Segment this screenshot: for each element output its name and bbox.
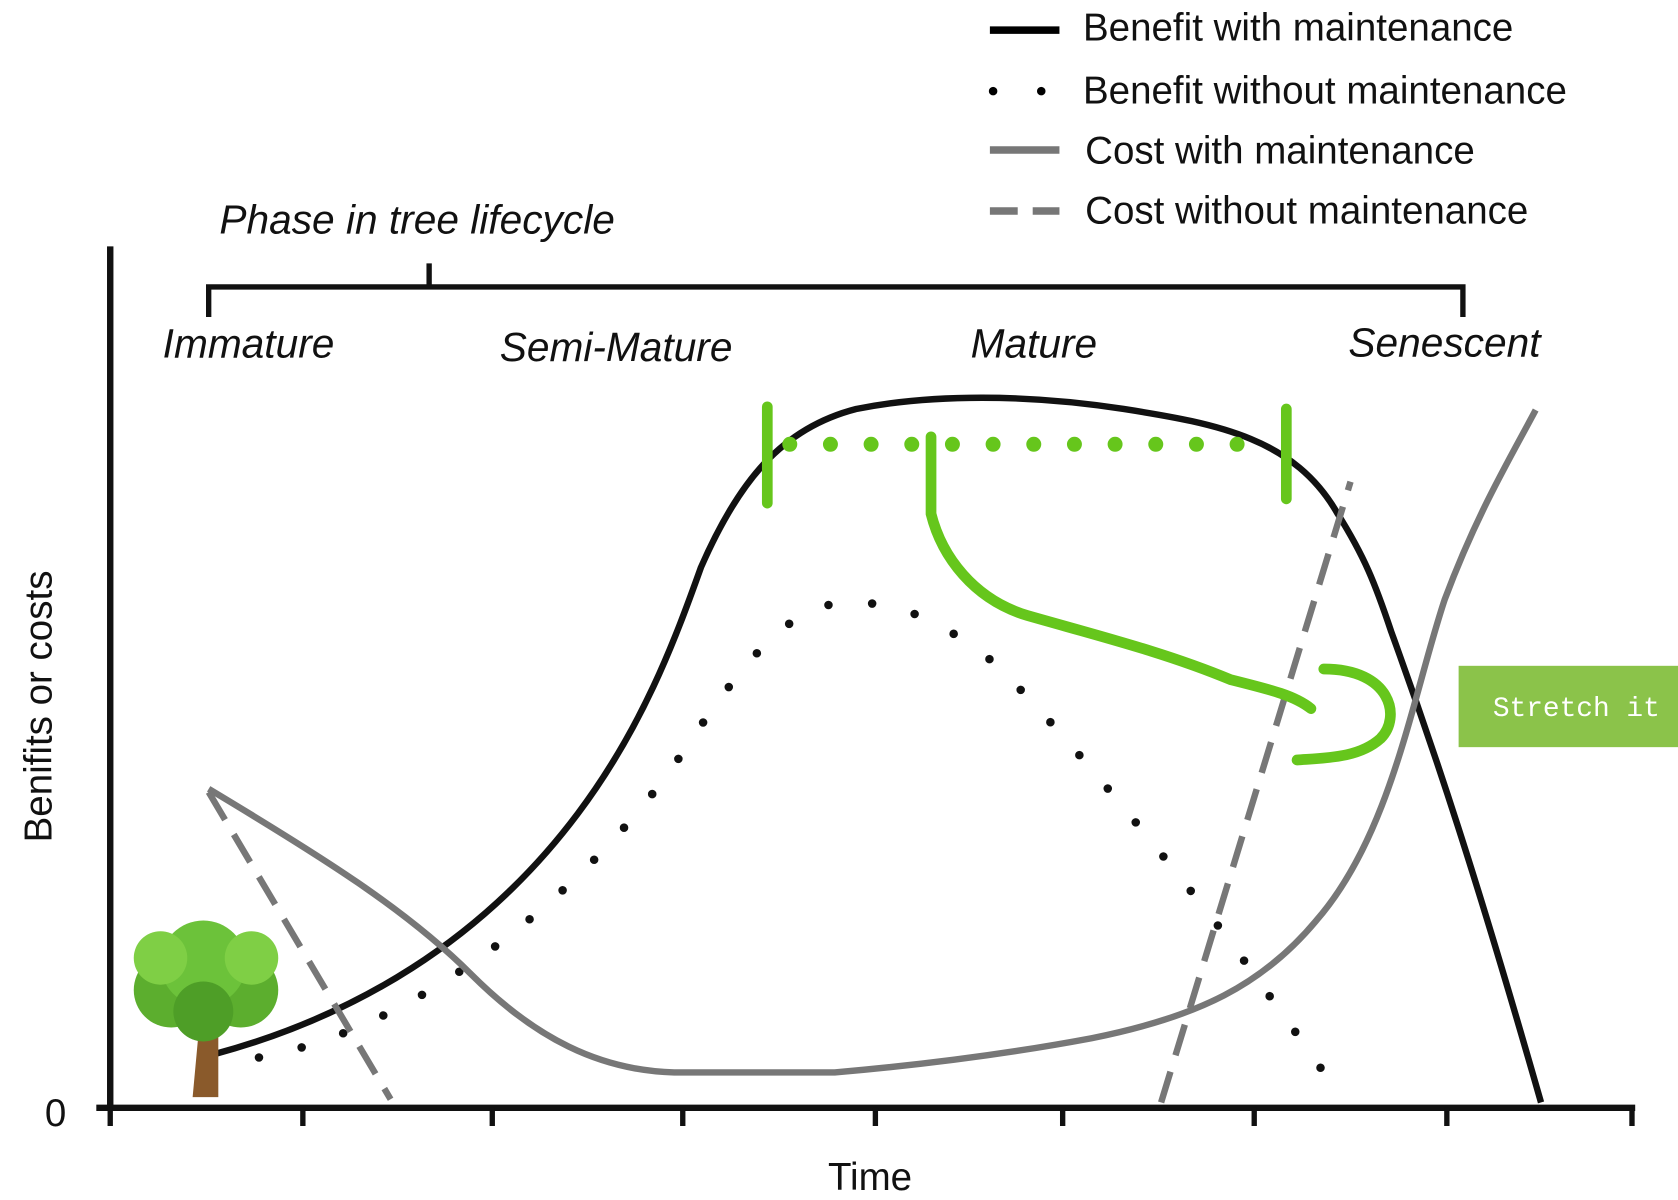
tree-icon [133, 920, 279, 1098]
phase-label: Senescent [1348, 320, 1542, 366]
benefit-with-maintenance [213, 394, 1545, 1104]
legend-label: Benefit without maintenance [1083, 69, 1567, 112]
phase-bracket [206, 263, 1466, 317]
y-axis-label: Benifits or costs [17, 571, 60, 843]
benefit-without-maintenance [254, 598, 1342, 1099]
annotation-text: Stretch it [1493, 694, 1660, 725]
legend-label: Cost without maintenance [1085, 189, 1528, 232]
annotation-strokes [761, 401, 1396, 766]
cost-with-maintenance [207, 408, 1539, 1076]
phase-label: Immature [163, 321, 335, 367]
phase-title: Phase in tree lifecycle [219, 196, 614, 242]
x-ticks [107, 1107, 1635, 1126]
legend-label: Cost with maintenance [1085, 129, 1475, 172]
axes [96, 246, 1636, 1111]
annotation-box [1458, 665, 1678, 748]
phase-label: Semi-Mature [500, 324, 733, 370]
legend-label: Benefit with maintenance [1083, 6, 1513, 49]
legend: Benefit with maintenance Benefit without… [988, 6, 1567, 232]
x-axis-label: Time [828, 1156, 912, 1199]
phase-label: Mature [971, 321, 1098, 367]
cost-without-maintenance [205, 480, 1354, 1104]
y-origin-label: 0 [45, 1092, 66, 1135]
